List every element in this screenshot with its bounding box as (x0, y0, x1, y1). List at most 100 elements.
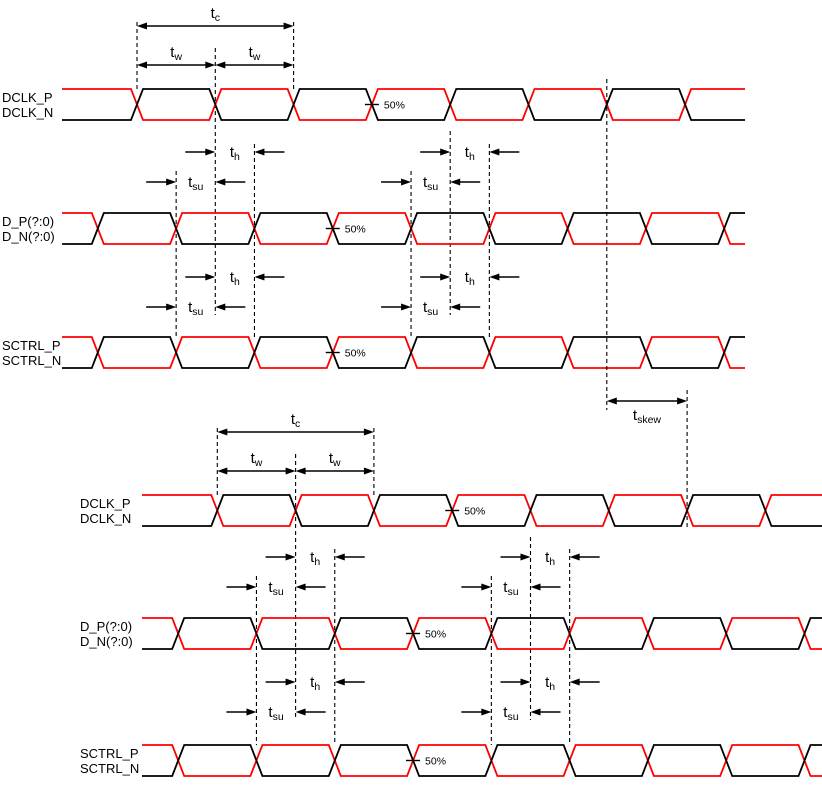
th-arrow (489, 273, 520, 281)
fifty-percent-label: 50% (425, 629, 446, 641)
arrowhead (295, 708, 306, 716)
arrowhead (520, 678, 531, 686)
tw-label: tw (170, 44, 182, 63)
fifty-percent-marker: 50% (325, 348, 366, 360)
d-bus-n-label: D_N(?:0) (2, 229, 55, 244)
arrowhead (254, 148, 265, 156)
th-label: th (310, 549, 320, 568)
tsu-label: tsu (423, 174, 438, 193)
tsu-arrow (295, 708, 326, 716)
tw-arrow (217, 467, 296, 475)
d-bus-p-waveform (142, 617, 822, 650)
arrowhead (137, 22, 147, 30)
arrowhead (285, 467, 296, 475)
arrowhead (401, 178, 412, 186)
fifty-percent-label: 50% (345, 224, 366, 236)
tsu-label: tsu (423, 299, 438, 318)
arrowhead (363, 467, 374, 475)
th-arrow (334, 678, 365, 686)
th-arrow (569, 678, 600, 686)
arrowhead (677, 397, 688, 405)
dclk-n-waveform (62, 88, 745, 121)
th-arrow (254, 148, 285, 156)
arrowhead (295, 467, 306, 475)
skew-measurement: tskew (606, 79, 688, 527)
tsu-arrow (530, 583, 561, 591)
fifty-percent-label: 50% (464, 506, 485, 518)
tc-arrow (217, 428, 374, 436)
th-arrow (185, 273, 216, 281)
arrowhead (606, 397, 617, 405)
dclk-n-waveform (142, 494, 822, 527)
th-arrow (569, 553, 600, 561)
tsu-label: tsu (268, 704, 283, 723)
tsu-arrow (215, 303, 246, 311)
arrowhead (401, 303, 412, 311)
arrowhead (205, 148, 216, 156)
th-label: th (310, 674, 320, 693)
arrowhead (489, 148, 500, 156)
tsu-arrow (450, 303, 481, 311)
th-label: th (230, 144, 240, 163)
tw-arrow (137, 61, 216, 69)
dclk-p-label: DCLK_P (2, 90, 53, 105)
tsu-arrow (226, 708, 257, 716)
fifty-percent-marker: 50% (406, 629, 446, 641)
tsu-arrow (530, 708, 561, 716)
dclk-n-label: DCLK_N (80, 511, 131, 526)
arrowhead (569, 553, 580, 561)
arrowhead (520, 553, 531, 561)
d-bus-n-label: D_N(?:0) (80, 634, 133, 649)
th-arrow (265, 678, 296, 686)
arrowhead (569, 678, 580, 686)
tsu-arrow (381, 178, 412, 186)
th-arrow (420, 273, 451, 281)
fifty-percent-marker: 50% (445, 506, 485, 518)
th-arrow (334, 553, 365, 561)
dclk-p-waveform (142, 494, 822, 527)
th-label: th (465, 144, 475, 163)
tsu-arrow (461, 708, 492, 716)
fifty-percent-marker: 50% (325, 224, 366, 236)
arrowhead (137, 61, 147, 69)
th-label: th (545, 674, 555, 693)
arrowhead (363, 428, 374, 436)
arrowhead (283, 61, 294, 69)
fifty-percent-marker: 50% (364, 100, 405, 112)
tsu-label: tsu (188, 174, 203, 193)
sctrl-p-waveform (142, 744, 822, 777)
tsu-arrow (461, 583, 492, 591)
th-label: th (545, 549, 555, 568)
th-label: th (465, 269, 475, 288)
tskew-label: tskew (633, 407, 662, 426)
d-bus-p-label: D_P(?:0) (80, 619, 132, 634)
arrowhead (283, 22, 294, 30)
arrowhead (334, 678, 345, 686)
arrowhead (254, 273, 265, 281)
d-bus-n-waveform (142, 617, 822, 650)
arrowhead (285, 553, 296, 561)
sctrl-n-label: SCTRL_N (2, 353, 61, 368)
arrowhead (246, 583, 257, 591)
arrowhead (440, 273, 451, 281)
arrowhead (530, 708, 541, 716)
th-arrow (500, 678, 531, 686)
sctrl-p-label: SCTRL_P (2, 338, 61, 353)
tsu-arrow (146, 303, 177, 311)
th-label: th (230, 269, 240, 288)
tskew-arrow (606, 397, 688, 405)
arrowhead (450, 303, 461, 311)
th-arrow (254, 273, 285, 281)
sctrl-n-waveform (142, 744, 822, 777)
tsu-arrow (381, 303, 412, 311)
tw-label: tw (251, 450, 263, 469)
fifty-percent-label: 50% (425, 756, 446, 768)
sctrl-p-label: SCTRL_P (80, 746, 139, 761)
tw-arrow (295, 467, 374, 475)
tc-arrow (137, 22, 294, 30)
tsu-arrow (450, 178, 481, 186)
arrowhead (205, 61, 216, 69)
tsu-label: tsu (268, 579, 283, 598)
